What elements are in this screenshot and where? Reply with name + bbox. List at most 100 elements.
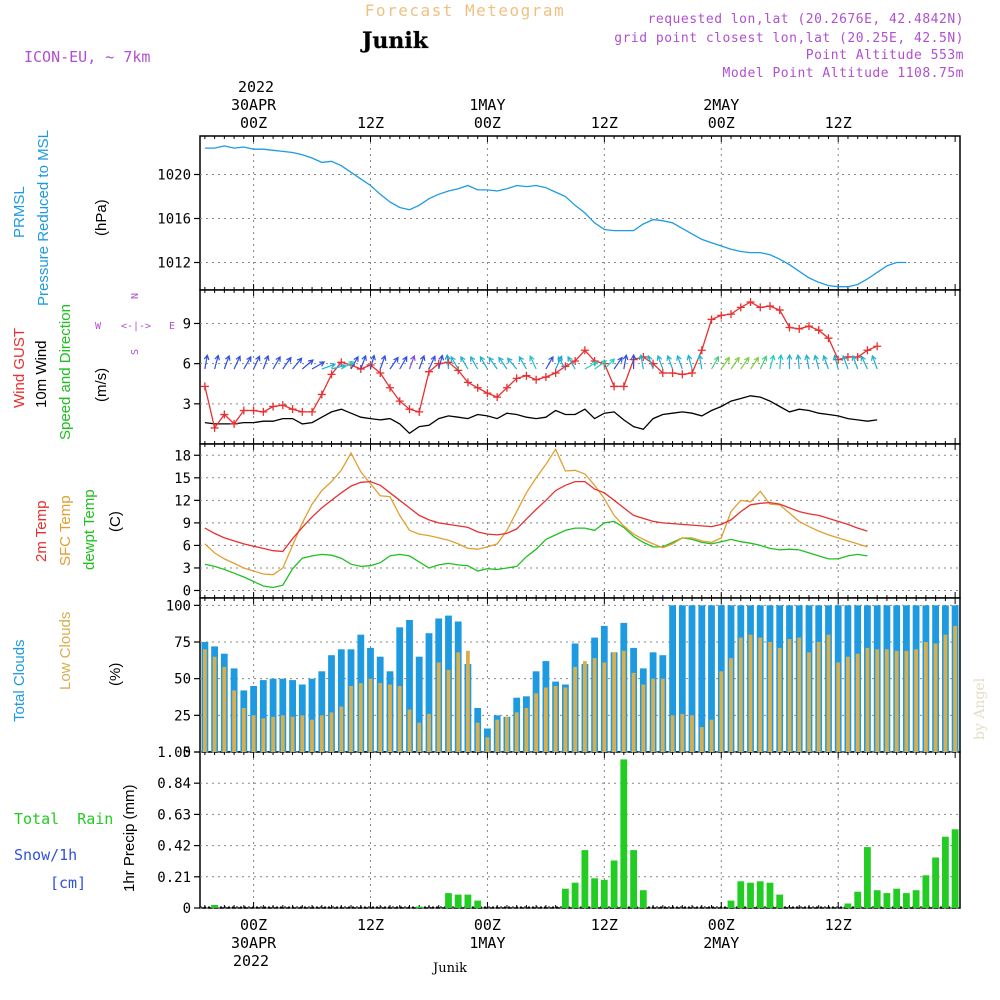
top-year: 2022 <box>238 78 274 96</box>
wind-speed-label: Speed and Direction <box>57 304 74 440</box>
precip-bar <box>620 759 628 908</box>
precip-bar <box>932 857 939 908</box>
wind-arrow <box>470 355 479 370</box>
low-cloud-bar <box>427 713 431 752</box>
wind-arrow <box>301 359 314 370</box>
wind-arrow <box>656 354 664 370</box>
low-cloud-bar <box>631 672 636 752</box>
low-cloud-bar <box>251 715 256 752</box>
low-cloud-bar <box>787 639 792 752</box>
gust-marker <box>210 423 219 432</box>
y-tick-label: 9 <box>183 316 191 332</box>
precip-bar <box>610 860 618 908</box>
low-cloud-bar <box>583 661 587 752</box>
precip-bar <box>727 900 735 908</box>
wind-arrow <box>720 356 731 370</box>
low-cloud-bar <box>621 650 626 752</box>
precip-bar <box>581 850 589 908</box>
low-cloud-bar <box>553 686 558 752</box>
gust-marker <box>785 323 794 332</box>
low-cloud-bar <box>280 715 285 752</box>
low-cloud-bar <box>358 683 363 752</box>
gust-marker <box>610 382 619 391</box>
gust-marker <box>804 322 813 331</box>
wind-arrow <box>253 355 261 370</box>
wind-arrow <box>529 355 537 370</box>
sfc-temp-line <box>204 447 868 576</box>
precip-labels: Total Rain Snow/1h [cm] 1hr Precip (mm) <box>14 784 138 892</box>
prmsl-line <box>204 145 907 288</box>
low-cloud-bar <box>768 642 772 752</box>
top-hour-label: 00Z <box>240 114 267 132</box>
gust-marker <box>200 382 209 391</box>
gust-marker <box>239 406 248 415</box>
gust-marker <box>230 419 239 428</box>
low-cloud-bar <box>797 637 802 752</box>
panel-0: 1012 1016 1020 <box>157 135 961 291</box>
watermark: by Angel <box>972 677 988 740</box>
precip-bar <box>415 906 423 908</box>
low-cloud-bar <box>641 684 646 752</box>
low-cloud-bar <box>943 634 948 752</box>
snow-unit: [cm] <box>50 874 86 892</box>
wind-arrow <box>321 362 337 370</box>
total-cloud-bar <box>269 678 277 752</box>
gust-marker <box>580 346 589 355</box>
wind-arrow <box>444 353 451 370</box>
total-cloud-bar <box>308 678 316 752</box>
t2m-label: 2m Temp <box>33 501 50 562</box>
gust-marker <box>288 405 297 414</box>
y-tick-label: 0 <box>183 583 191 599</box>
y-tick-label: 0 <box>183 745 191 761</box>
bottom-hour-label: 12Z <box>825 916 852 934</box>
low-cloud-bar <box>826 634 831 752</box>
precip-axis-label: 1hr Precip (mm) <box>121 784 138 892</box>
low-cloud-bar <box>368 678 373 752</box>
bottom-year: 2022 <box>233 952 269 970</box>
dewpt-label: dewpt Temp <box>81 489 98 570</box>
gust-marker <box>269 402 278 411</box>
low-cloud-bar <box>592 658 597 752</box>
low-cloud-bar <box>456 652 461 752</box>
gust-marker <box>688 369 697 378</box>
wind-arrow <box>697 353 703 370</box>
station-title: Junik <box>360 28 429 54</box>
gridpoint-coords: grid point closest lon,lat (20.25E, 42.5… <box>614 31 964 46</box>
wind-arrow <box>243 355 252 370</box>
wind-arrow <box>350 355 359 370</box>
total-cloud-bar <box>337 649 345 752</box>
precip-bar <box>854 891 862 908</box>
bottom-date-label: 2MAY <box>703 934 739 952</box>
low-cloud-bar <box>261 718 266 752</box>
wind-arrow <box>860 355 868 370</box>
total-cloud-bar <box>415 656 423 752</box>
gust-marker <box>541 373 550 382</box>
low-cloud-bar <box>397 686 402 752</box>
gust-marker <box>668 369 677 378</box>
wind-arrow <box>813 354 820 370</box>
point-altitude: Point Altitude 553m <box>806 48 964 63</box>
wind-arrow <box>786 353 793 370</box>
total-cloud-bar <box>678 605 686 752</box>
low-cloud-bar <box>894 650 899 752</box>
low-cloud-bar <box>300 715 305 752</box>
gust-marker <box>454 366 463 375</box>
wind-arrow <box>769 354 776 370</box>
precip-bar <box>639 890 647 908</box>
low-cloud-bar <box>660 678 665 752</box>
gust-marker <box>707 315 716 324</box>
y-tick-label: 3 <box>183 397 191 413</box>
low-cloud-bar <box>339 706 344 752</box>
low-cloud-bar <box>670 715 675 752</box>
wind-arrow <box>871 354 878 370</box>
low-cloud-bar <box>709 719 714 752</box>
wind-arrow <box>408 354 416 370</box>
dewpt-line <box>204 520 868 589</box>
gust-marker <box>746 298 755 307</box>
top-hour-label: 12Z <box>357 114 384 132</box>
gust-marker <box>220 410 229 419</box>
compass-arrows-h: <-|-> <box>121 321 151 332</box>
low-cloud-bar <box>729 658 733 752</box>
low-cloud-bar <box>953 625 957 752</box>
model-label: ICON-EU, ~ 7km <box>24 48 150 66</box>
